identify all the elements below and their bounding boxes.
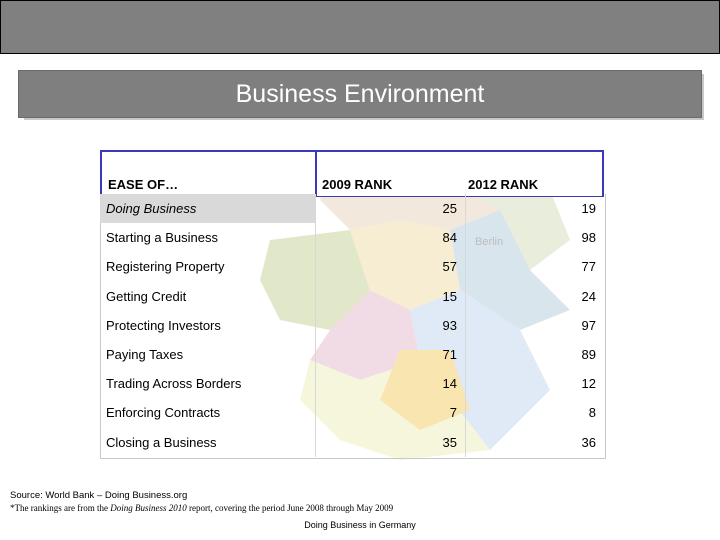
map-region-center bbox=[350, 220, 460, 310]
rankings-footnote: *The rankings are from the Doing Busines… bbox=[10, 503, 394, 513]
slide-title: Business Environment bbox=[235, 80, 485, 108]
table-row: Trading Across Borders 14 12 bbox=[100, 369, 604, 399]
header-2009-rank: 2009 RANK bbox=[315, 150, 467, 197]
table-row: Enforcing Contracts 7 8 bbox=[100, 398, 604, 428]
top-header-bar bbox=[0, 0, 720, 54]
table-row: Paying Taxes 71 89 bbox=[100, 339, 604, 370]
row-2009-rank: 25 bbox=[442, 201, 457, 216]
row-2009-rank: 14 bbox=[442, 376, 457, 392]
row-2009-rank: 84 bbox=[442, 230, 457, 246]
row-category: Trading Across Borders bbox=[106, 376, 242, 392]
row-2012-rank: 36 bbox=[581, 434, 596, 450]
table-frame bbox=[100, 194, 606, 459]
row-category: Paying Taxes bbox=[106, 346, 184, 362]
row-2012-rank: 24 bbox=[581, 288, 596, 304]
row-2009-rank: 93 bbox=[442, 317, 457, 333]
row-category: Getting Credit bbox=[106, 288, 187, 304]
row-2012-rank: 12 bbox=[581, 376, 596, 392]
table-row: Registering Property 57 77 bbox=[100, 252, 604, 282]
row-2009-rank: 71 bbox=[442, 346, 457, 362]
rank-table: EASE OF… 2009 RANK 2012 RANK Doing Busin… bbox=[100, 150, 604, 457]
map-city-label: Berlin bbox=[475, 236, 503, 248]
row-2012-rank: 8 bbox=[588, 405, 596, 421]
row-2012-rank: 98 bbox=[581, 230, 596, 246]
map-region-south bbox=[380, 350, 470, 430]
row-category: Closing a Business bbox=[106, 434, 217, 450]
map-region-middle bbox=[310, 290, 420, 380]
header-2012-rank: 2012 RANK bbox=[465, 150, 604, 197]
row-2009-rank: 7 bbox=[449, 405, 457, 421]
table-header-row: EASE OF… 2009 RANK 2012 RANK bbox=[100, 150, 604, 197]
row-2009-rank: 35 bbox=[442, 434, 457, 450]
table-row: Getting Credit 15 24 bbox=[100, 281, 604, 311]
row-highlight bbox=[100, 194, 315, 224]
header-ease-of: EASE OF… bbox=[100, 150, 315, 197]
table-row: Starting a Business 84 98 bbox=[100, 223, 604, 253]
table-row: Closing a Business 35 36 bbox=[100, 427, 604, 457]
row-2009-rank: 15 bbox=[442, 288, 457, 304]
map-region-southeast bbox=[410, 290, 550, 450]
row-2012-rank: 89 bbox=[581, 346, 596, 362]
row-category: Doing Business bbox=[106, 201, 197, 216]
row-category: Registering Property bbox=[106, 259, 225, 275]
slide-footer: Doing Business in Germany bbox=[304, 520, 416, 530]
row-2012-rank: 97 bbox=[581, 317, 596, 333]
table-row: Doing Business 25 19 bbox=[100, 194, 604, 224]
row-2012-rank: 19 bbox=[581, 201, 596, 216]
table-row: Protecting Investors 93 97 bbox=[100, 310, 604, 340]
row-category: Protecting Investors bbox=[106, 317, 221, 333]
source-citation: Source: World Bank – Doing Business.org bbox=[10, 490, 188, 501]
row-2012-rank: 77 bbox=[581, 259, 596, 275]
row-2009-rank: 57 bbox=[442, 259, 457, 275]
slide-title-box: Business Environment bbox=[18, 70, 702, 118]
map-region-east bbox=[450, 210, 570, 330]
row-category: Starting a Business bbox=[106, 230, 219, 246]
row-category: Enforcing Contracts bbox=[106, 405, 221, 421]
